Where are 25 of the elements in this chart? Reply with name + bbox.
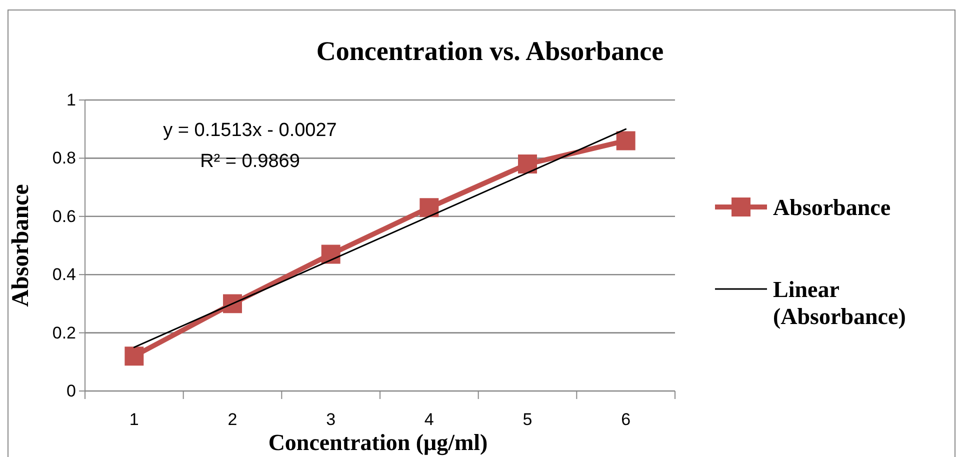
chart-title: Concentration vs. Absorbance <box>316 36 664 66</box>
x-tick-label: 6 <box>621 410 631 430</box>
point <box>124 346 144 366</box>
y-axis-title: Absorbance <box>8 184 34 307</box>
point <box>616 131 636 150</box>
point <box>223 294 242 314</box>
y-tick-label: 0.2 <box>52 323 76 342</box>
annotation: y = 0.1513x - 0.0027 <box>163 120 337 141</box>
x-tick-label: 5 <box>522 410 532 430</box>
x-tick-label: 3 <box>326 410 336 430</box>
legend-label: Absorbance <box>773 195 891 220</box>
x-axis-title: Concentration (μg/ml) <box>268 430 488 456</box>
y-tick-label: 0 <box>66 381 76 400</box>
y-tick-label: 0.8 <box>52 148 76 168</box>
x-tick-label: 1 <box>129 410 139 430</box>
point <box>518 154 537 174</box>
y-tick-label: 0.4 <box>52 265 76 284</box>
annotation: R² = 0.9869 <box>200 151 300 172</box>
point <box>420 198 439 218</box>
legend-label: Linear (Absorbance) <box>773 277 906 329</box>
y-tick-label: 0.6 <box>52 206 76 226</box>
point <box>321 244 340 264</box>
x-tick-label: 2 <box>228 410 238 430</box>
y-tick-label: 1 <box>66 90 76 110</box>
x-tick-label: 4 <box>424 410 434 430</box>
